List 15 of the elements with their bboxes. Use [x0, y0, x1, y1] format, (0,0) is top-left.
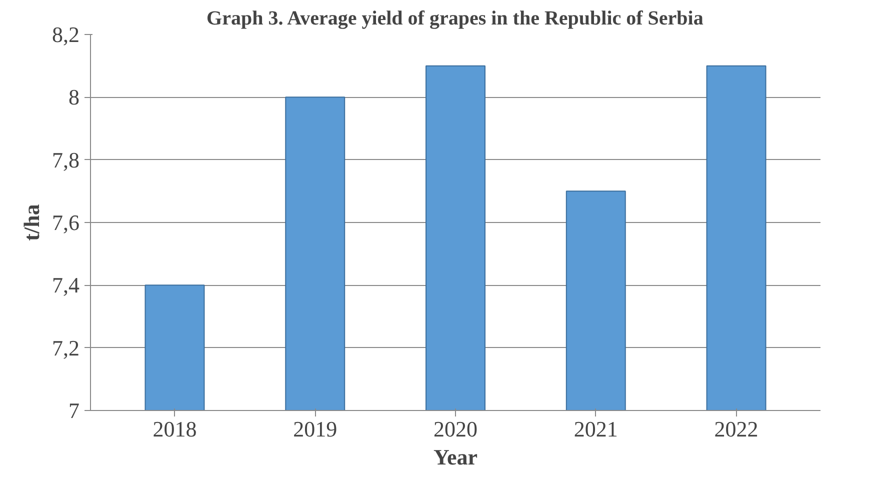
y-tick-label: 7 [68, 398, 80, 423]
y-tick-label: 7,4 [52, 272, 80, 298]
x-tick-label: 2018 [152, 416, 197, 442]
x-axis-title: Year [434, 444, 478, 470]
y-tick-label: 8,2 [52, 22, 80, 47]
x-tick-label: 2022 [714, 416, 758, 442]
y-tick-label: 7,6 [52, 210, 80, 235]
y-axis-title: t/ha [19, 204, 44, 241]
chart-title: Graph 3. Average yield of grapes in the Republic of Serbia [206, 8, 704, 30]
x-tick-label: 2020 [434, 416, 478, 442]
y-tick-label: 7,2 [52, 335, 80, 360]
y-tick-label: 7,8 [52, 147, 80, 172]
y-tick-label: 8 [68, 84, 80, 110]
x-tick-label: 2019 [293, 416, 338, 442]
x-tick-label: 2021 [574, 416, 618, 442]
